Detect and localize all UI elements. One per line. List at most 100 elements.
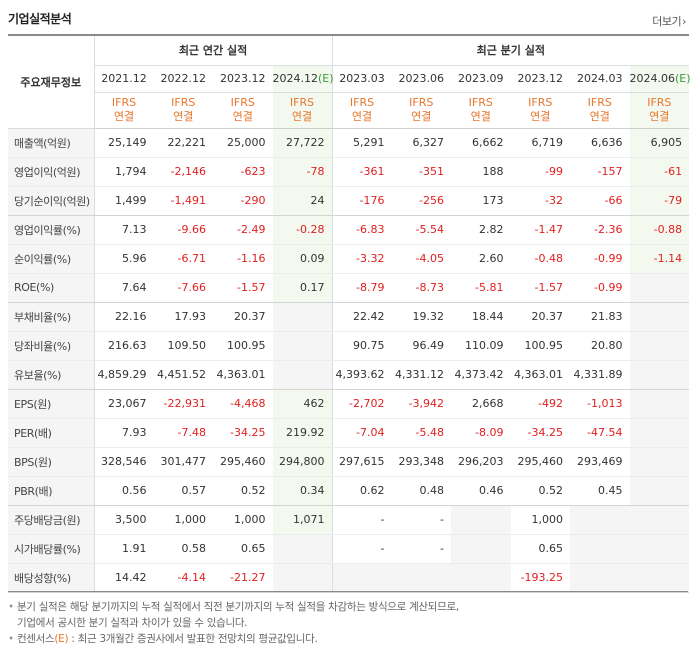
period-label: 2023.03 [339,72,385,85]
table-cell: -78 [272,157,333,187]
table-row: 순이익률(%) 5.96 -6.71 -1.16 0.09 -3.32 -4.05 2.60-… [8,244,690,274]
ifrs-header: IFRS 연결 [272,92,333,129]
period-header: 2022.12 [153,65,213,93]
table-row: 주당배당금(원) 3,500 1,000 1,000 1,071- -1,000 [8,505,690,535]
table-cell: 100.95 [213,331,273,361]
ifrs-label: IFRS [171,96,196,109]
table-cell: 1,499 [94,186,154,216]
ifrs-label: IFRS [468,96,493,109]
ifrs-label: IFRS [587,96,612,109]
table-cell: -2.36 [570,215,630,245]
table-row: 영업이익률(%) 7.13 -9.66 -2.49 -0.28 -6.83 -5.54 2.8… [8,215,690,245]
table-cell: 4,373.42 [451,360,511,390]
table-cell: -0.88 [629,215,690,245]
ifrs-header: IFRS 연결 [213,92,273,129]
more-link[interactable]: 더보기› [652,13,686,29]
table-cell: 100.95 [510,331,571,361]
period-label: 2022.12 [160,72,207,85]
table-cell: 25,149 [94,128,154,158]
footnote-quarterly: • 분기 실적은 해당 분기까지의 누적 실적에서 직전 분기까지의 누적 실적… [8,601,459,613]
row-label: 시가배당률(%) [8,534,95,564]
table-cell [629,302,690,332]
table-cell: 295,460 [213,447,273,477]
consolidated-label: 연결 [589,110,610,123]
table-cell: -176 [332,186,392,216]
table-cell: 293,469 [570,447,630,477]
table-cell: -5.54 [391,215,452,245]
consolidated-label: 연결 [470,110,491,123]
footnote-consensus-text: : 최근 3개월간 증권사에서 발표한 전망치의 평균값입니다. [71,633,318,645]
table-cell: 0.09 [272,244,333,274]
table-cell: - [391,534,452,564]
period-header: 2024.06(E) [629,65,691,93]
estimate-mark: (E) [675,72,691,85]
financial-table: 주요재무정보 최근 연간 실적 최근 분기 실적 2021.12 2022.12 2… [8,34,691,593]
footnote-consensus-prefix: 컨센서스 [16,633,55,645]
table-cell: -256 [391,186,452,216]
row-label: 매출액(억원) [8,128,95,158]
table-row: 부채비율(%) 22.16 17.93 20.37 22.42 19.32 18.44 20.… [8,302,690,332]
table-cell: -290 [213,186,273,216]
table-row: 배당성향(%) 14.42 -4.14 -21.27 -193.25 [8,563,690,593]
table-cell: 1,794 [94,157,154,187]
table-cell: 0.34 [272,476,333,506]
consolidated-label: 연결 [351,110,373,123]
table-cell: -0.99 [570,244,630,274]
table-cell: -4.14 [153,563,213,593]
table-cell: 19.32 [391,302,452,332]
table-cell: 295,460 [510,447,571,477]
table-cell [629,563,690,593]
table-cell [629,447,690,477]
table-cell [629,534,690,564]
table-cell: -1,013 [570,389,630,419]
table-cell: 4,859.29 [94,360,154,390]
table-cell: -7.48 [153,418,213,448]
ifrs-header: IFRS 연결 [570,92,630,129]
table-cell [272,331,333,361]
chevron-right-icon: › [682,15,686,28]
table-cell: 1,000 [153,505,213,535]
table-cell: 20.80 [570,331,630,361]
table-cell: - [332,534,392,564]
table-cell: 1,000 [213,505,273,535]
table-cell [629,418,690,448]
corner-label: 주요재무정보 [8,35,95,129]
table-cell: 0.58 [153,534,213,564]
row-label: PER(배) [8,418,95,448]
table-cell: 1,071 [272,505,333,535]
table-cell: -0.48 [510,244,571,274]
period-label: 2024.06 [629,72,676,85]
table-cell: -351 [391,157,452,187]
table-cell [272,360,333,390]
table-cell: -0.99 [570,273,630,303]
table-cell: -0.28 [272,215,333,245]
table-cell: -4,468 [213,389,273,419]
period-header: 2023.06 [391,65,452,93]
table-cell: -99 [510,157,571,187]
period-header: 2024.12(E) [272,65,334,93]
ifrs-header: IFRS 연결 [451,92,511,129]
consolidated-label: 연결 [530,110,551,123]
table-cell: 297,615 [332,447,392,477]
table-cell: 6,327 [391,128,452,158]
table-cell [272,302,333,332]
table-cell: -34.25 [213,418,273,448]
row-label: PBR(배) [8,476,95,506]
ifrs-header: IFRS 연결 [332,92,392,129]
period-header: 2021.12 [94,65,154,93]
table-cell: 4,363.01 [213,360,273,390]
table-cell: 110.09 [451,331,511,361]
period-header: 2023.03 [332,65,392,93]
table-cell: 188 [451,157,511,187]
ifrs-header: IFRS 연결 [391,92,452,129]
table-cell: 96.49 [391,331,452,361]
period-label: 2023.06 [398,72,445,85]
footnote-line-2: 기업에서 공시한 분기 실적과 차이가 있을 수 있습니다. [17,617,248,629]
consolidated-label: 연결 [291,110,313,123]
table-cell: 27,722 [272,128,333,158]
row-label: 당좌비율(%) [8,331,95,361]
table-cell: -193.25 [510,563,571,593]
table-cell: 22,221 [153,128,213,158]
table-cell: 173 [451,186,511,216]
table-row: 매출액(억원) 25,149 22,221 25,000 27,722 5,291 6,32… [8,128,690,158]
